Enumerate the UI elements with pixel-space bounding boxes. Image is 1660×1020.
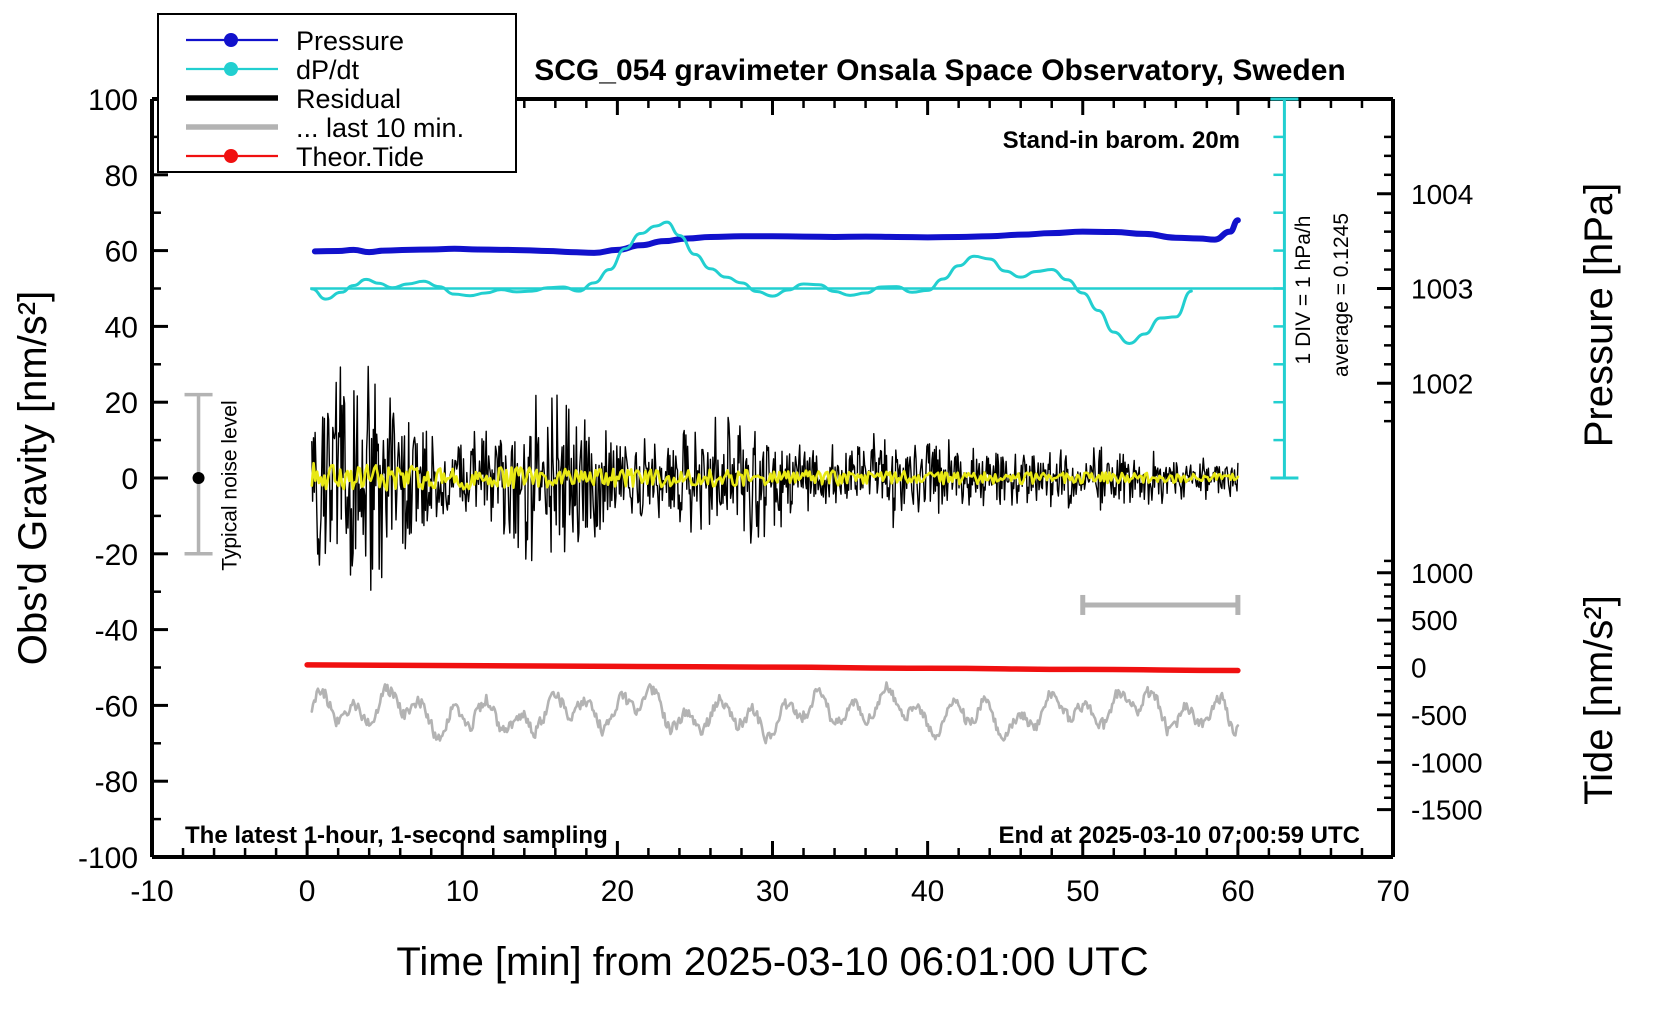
chart-title: SCG_054 gravimeter Onsala Space Observat… <box>534 54 1346 87</box>
tide-tick-label: -1000 <box>1411 747 1483 778</box>
tide-tick-label: 500 <box>1411 605 1458 636</box>
legend-label: dP/dt <box>296 55 360 85</box>
legend-item-dp-dt[interactable]: dP/dt <box>186 55 360 85</box>
x-tick-label: 60 <box>1221 875 1254 908</box>
legend-item-residual[interactable]: Residual <box>186 84 401 114</box>
legend-marker-dot <box>224 149 238 163</box>
noise-level-label: Typical noise level <box>219 400 242 570</box>
x-tick-label: -10 <box>130 875 173 908</box>
average-label: average = 0.1245 <box>1330 213 1353 377</box>
y-tick-label: 40 <box>105 311 138 344</box>
y-tick-label: -100 <box>78 842 138 875</box>
right-tide-axis-title: Tide [nm/s²] <box>1577 595 1621 805</box>
tide-tick-label: -500 <box>1411 700 1467 731</box>
y-tick-label: -60 <box>95 690 138 723</box>
y-tick-label: 20 <box>105 387 138 420</box>
x-tick-label: 40 <box>911 875 944 908</box>
footer-left-label: The latest 1-hour, 1-second sampling <box>185 822 608 849</box>
legend-item-last-10-min[interactable]: ... last 10 min. <box>186 113 464 143</box>
footer-right-label: End at 2025-03-10 07:00:59 UTC <box>999 822 1361 849</box>
standin-barom-label: Stand-in barom. 20m <box>1003 127 1240 154</box>
y-tick-label: -80 <box>95 766 138 799</box>
x-tick-label: 10 <box>446 875 479 908</box>
x-tick-label: 0 <box>299 875 316 908</box>
x-axis-title: Time [min] from 2025-03-10 06:01:00 UTC <box>396 940 1148 984</box>
y-tick-label: 100 <box>88 84 138 117</box>
left-axis-title: Obs'd Gravity [nm/s²] <box>11 291 55 665</box>
legend-item-theor-tide[interactable]: Theor.Tide <box>186 142 424 172</box>
y-tick-label: -20 <box>95 539 138 572</box>
y-tick-label: 80 <box>105 160 138 193</box>
right-pressure-axis-title: Pressure [hPa] <box>1577 183 1621 448</box>
series-last-10-min <box>310 681 1240 745</box>
y-tick-label: 60 <box>105 236 138 269</box>
legend-item-pressure[interactable]: Pressure <box>186 26 404 56</box>
data-series-group <box>304 217 1241 745</box>
series-residual-smoothed <box>310 461 1240 492</box>
div-scale-label: 1 DIV = 1 hPa/h <box>1292 216 1315 365</box>
series-theor-tide <box>304 662 1241 674</box>
legend-marker-dot <box>224 33 238 47</box>
legend-marker-dot <box>224 62 238 76</box>
x-tick-label: 30 <box>756 875 789 908</box>
noise-bar-center-dot <box>192 472 205 484</box>
axes-group: -10 0 10 20 30 40 50 60 70-100-80-60-40-20020406… <box>11 54 1621 984</box>
pressure-tick-label: 1003 <box>1411 274 1473 305</box>
x-tick-label: 20 <box>601 875 634 908</box>
x-tick-label: 70 <box>1376 875 1409 908</box>
pressure-tick-label: 1004 <box>1411 179 1473 210</box>
tide-tick-label: 0 <box>1411 653 1427 684</box>
tide-tick-label: -1500 <box>1411 795 1483 826</box>
x-tick-label: 50 <box>1066 875 1099 908</box>
series-dpdt <box>310 220 1193 345</box>
legend-label: ... last 10 min. <box>296 113 464 143</box>
legend-label: Pressure <box>296 26 404 56</box>
y-tick-label: -40 <box>95 615 138 648</box>
legend-label: Residual <box>296 84 401 114</box>
annotations-group: Stand-in barom. 20m 1 DIV = 1 hPa/h averag… <box>184 97 1361 849</box>
tide-tick-label: 1000 <box>1411 558 1473 589</box>
series-pressure <box>311 217 1241 256</box>
y-tick-label: 0 <box>121 463 138 496</box>
legend-label: Theor.Tide <box>296 142 424 172</box>
pressure-tick-label: 1002 <box>1411 368 1473 399</box>
